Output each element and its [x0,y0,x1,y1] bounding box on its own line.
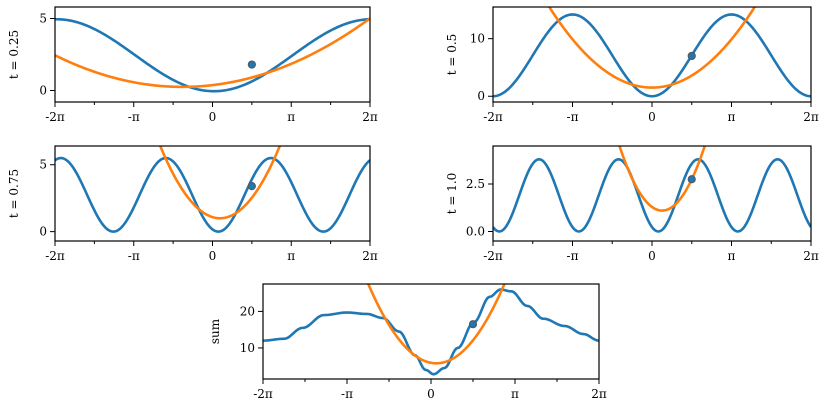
axes-frame [54,6,371,103]
series-curve [493,157,811,233]
x-tick-label: 2π [803,110,819,124]
x-tick-label: 2π [803,249,819,263]
x-tick-label: 2π [591,387,607,401]
x-tick-label: π [728,110,736,124]
x-tick-label: 0 [648,249,656,263]
x-tick-label: π [728,249,736,263]
subplot-4: -2π -π 0 π 2π 0.0 2.5 t = 1.0 [445,145,819,263]
y-tick-label: 0 [39,225,47,239]
series-curve [493,13,811,98]
axes-frame [262,283,600,380]
x-tick-label: -2π [45,249,65,263]
anchor-point [687,51,696,61]
y-tick-label: 10 [240,341,255,355]
y-axis-label: t = 0.25 [7,30,21,79]
y-tick-label: 20 [240,304,255,318]
subplot-1: -2π -π 0 π 2π 0 5 t = 0.25 [7,6,378,124]
x-tick-label: 2π [362,249,378,263]
anchor-point [468,320,478,329]
x-tick-label: 0 [209,249,217,263]
y-tick-label: 0 [477,89,485,103]
anchor-point [247,182,256,191]
series-parabola [158,146,282,220]
y-tick-label: 0 [39,83,47,97]
x-tick-label: 0 [648,110,656,124]
x-tick-label: 0 [427,387,435,401]
x-tick-label: π [511,387,519,401]
y-tick-label: 5 [39,12,47,26]
subplot-2: -2π -π 0 π 2π 0 10 t = 0.5 [445,6,819,124]
y-tick-label: 10 [470,32,485,46]
y-axis-label: t = 1.0 [445,173,459,215]
series-curve [55,17,370,93]
axes-frame [54,145,371,242]
x-tick-label: -π [128,249,140,263]
x-tick-label: -2π [45,110,65,124]
series-parabola [547,7,757,89]
x-tick-label: 0 [209,110,217,124]
series-curve [55,156,370,233]
anchor-point [247,60,256,69]
series-parabola [366,284,506,365]
x-tick-label: -π [341,387,353,401]
x-tick-label: π [287,249,295,263]
x-tick-label: 2π [362,110,378,124]
anchor-point [687,175,696,184]
subplot-5: -2π -π 0 π 2π 10 20 sum [208,283,607,401]
y-tick-label: 5 [39,158,47,172]
y-tick-label: 0.0 [466,225,485,239]
x-tick-label: -2π [483,249,503,263]
x-tick-label: π [287,110,295,124]
subplot-3: -2π -π 0 π 2π 0 5 t = 0.75 [7,145,378,263]
y-axis-label: t = 0.75 [7,169,21,218]
series-curve [263,288,599,376]
y-tick-label: 2.5 [466,177,485,191]
x-tick-label: -2π [483,110,503,124]
x-tick-label: -π [567,249,579,263]
x-tick-label: -π [567,110,579,124]
series-parabola [618,146,707,212]
x-tick-label: -2π [253,387,273,401]
series-parabola [55,17,370,89]
x-tick-label: -π [128,110,140,124]
y-axis-label: t = 0.5 [445,34,459,76]
y-axis-label: sum [208,318,222,344]
